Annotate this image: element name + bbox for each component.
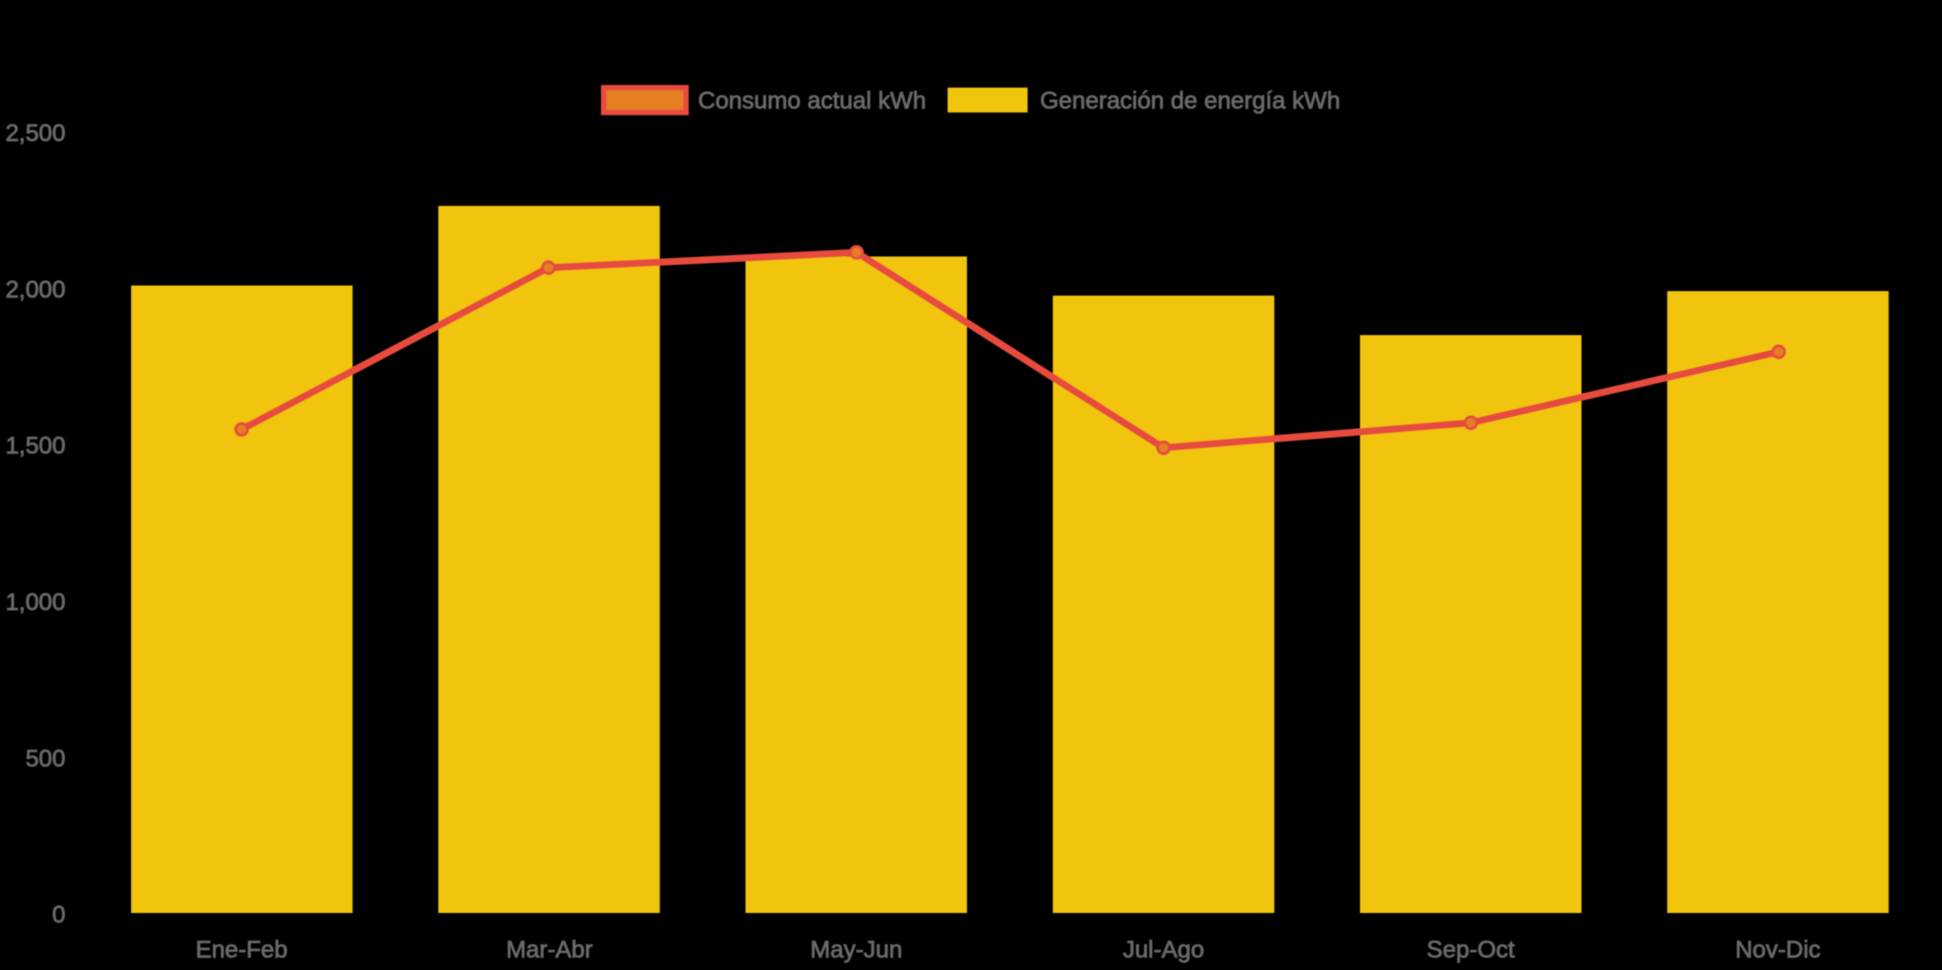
svg-text:Nov-Dic: Nov-Dic bbox=[1735, 937, 1820, 964]
svg-text:1,000: 1,000 bbox=[5, 589, 65, 616]
svg-text:0: 0 bbox=[52, 902, 65, 929]
svg-text:500: 500 bbox=[25, 745, 65, 772]
svg-text:Mar-Abr: Mar-Abr bbox=[506, 937, 593, 964]
svg-text:Consumo actual kWh: Consumo actual kWh bbox=[698, 88, 926, 115]
svg-text:Jul-Ago: Jul-Ago bbox=[1123, 937, 1204, 964]
svg-text:Ene-Feb: Ene-Feb bbox=[196, 937, 288, 964]
svg-text:May-Jun: May-Jun bbox=[810, 937, 902, 964]
svg-text:Sep-Oct: Sep-Oct bbox=[1427, 937, 1515, 964]
svg-text:1,500: 1,500 bbox=[5, 433, 65, 460]
svg-text:2,500: 2,500 bbox=[5, 120, 65, 147]
svg-text:Generación de energía kWh: Generación de energía kWh bbox=[1040, 88, 1340, 115]
svg-text:2,000: 2,000 bbox=[5, 276, 65, 303]
